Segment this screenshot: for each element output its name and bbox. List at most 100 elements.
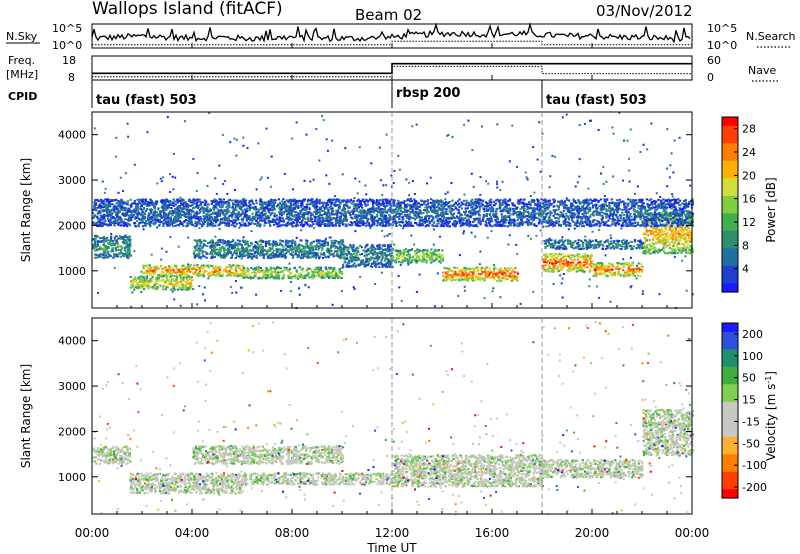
data-cell (425, 261, 428, 264)
data-cell (636, 274, 639, 277)
data-cell (582, 257, 585, 260)
data-cell (492, 271, 495, 274)
data-cell (231, 264, 235, 267)
scatter-cell (516, 252, 519, 255)
data-cell (373, 262, 376, 265)
scatter-cell (666, 128, 669, 131)
data-cell (265, 250, 268, 252)
data-cell (260, 251, 264, 254)
scatter-cell (507, 243, 510, 246)
data-cell (661, 233, 664, 236)
data-cell (176, 283, 179, 286)
data-cell (229, 268, 232, 271)
data-cell (228, 273, 232, 276)
scatter-cell (654, 202, 656, 205)
data-cell (337, 274, 340, 277)
data-cell (568, 256, 571, 259)
data-cell (181, 270, 184, 273)
data-cell (147, 279, 150, 282)
data-cell (141, 283, 144, 286)
data-cell (199, 241, 202, 244)
data-cell (622, 274, 625, 277)
data-cell (291, 275, 294, 278)
data-cell (98, 253, 101, 256)
data-cell (143, 278, 146, 281)
data-cell (147, 280, 151, 283)
scatter-cell (341, 173, 344, 176)
data-cell (338, 249, 341, 252)
data-cell (671, 228, 674, 231)
data-cell (226, 244, 229, 247)
scatter-cell (226, 192, 229, 195)
data-cell (100, 240, 103, 243)
data-cell (169, 267, 172, 270)
data-cell (184, 268, 187, 270)
scatter-cell (291, 137, 294, 140)
data-cell (562, 256, 565, 259)
data-cell (593, 263, 596, 266)
data-cell (387, 244, 390, 247)
scatter-cell (636, 264, 638, 267)
data-cell (92, 247, 95, 250)
scatter-cell (596, 285, 599, 288)
scatter-cell (266, 176, 269, 179)
scatter-cell (240, 257, 243, 260)
data-cell (158, 279, 161, 282)
scatter-cell (565, 113, 568, 116)
data-cell (641, 270, 644, 273)
data-cell (271, 247, 274, 250)
data-cell (313, 271, 317, 274)
data-cell (229, 244, 232, 246)
data-cell (559, 266, 562, 269)
data-cell (187, 268, 190, 271)
data-cell (216, 274, 219, 277)
data-cell (242, 267, 246, 269)
scatter-cell (589, 119, 592, 122)
data-cell (571, 263, 574, 266)
data-cell (96, 256, 99, 259)
data-cell (107, 252, 110, 255)
data-cell (164, 266, 167, 268)
data-cell (333, 239, 336, 242)
data-cell (426, 255, 429, 258)
data-cell (294, 251, 297, 254)
data-cell (296, 256, 299, 259)
data-cell (176, 267, 179, 270)
data-cell (333, 274, 337, 277)
data-cell (287, 274, 290, 277)
data-cell (201, 266, 204, 269)
data-cell (560, 260, 563, 263)
data-cell (272, 249, 275, 252)
data-cell (246, 250, 250, 253)
data-cell (101, 256, 104, 259)
data-cell (331, 271, 334, 274)
data-cell (360, 260, 363, 262)
data-cell (682, 247, 685, 250)
data-cell (611, 246, 614, 249)
data-cell (664, 241, 667, 244)
scatter-cell (669, 164, 672, 167)
data-cell (320, 244, 323, 247)
scatter-cell (292, 188, 295, 191)
data-cell (204, 239, 207, 242)
scatter-cell (354, 230, 357, 233)
data-cell (419, 259, 422, 262)
data-cell (211, 249, 214, 251)
scatter-cell (597, 129, 600, 131)
data-cell (321, 256, 325, 259)
data-cell (238, 275, 241, 277)
data-cell (185, 266, 188, 269)
data-cell (324, 266, 327, 269)
data-cell (328, 266, 331, 269)
scatter-cell (113, 266, 116, 269)
data-cell (202, 267, 205, 270)
scatter-cell (214, 177, 217, 180)
data-cell (232, 274, 235, 277)
data-cell (122, 238, 125, 240)
scatter-cell (472, 185, 475, 188)
power-data-cells (92, 112, 695, 310)
data-cell (199, 248, 202, 251)
data-cell (471, 268, 474, 271)
data-cell (105, 248, 108, 251)
data-cell (493, 266, 496, 269)
